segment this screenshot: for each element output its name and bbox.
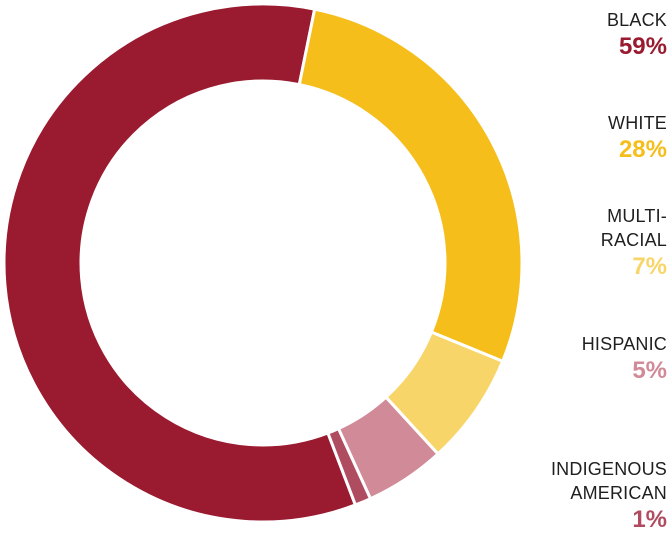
legend-item-indigenous-american: INDIGENOUS AMERICAN 1%	[467, 457, 667, 535]
legend-value-indigenous-american: 1%	[632, 506, 667, 533]
legend-item-white: WHITE 28%	[467, 111, 667, 165]
legend-item-hispanic: HISPANIC 5%	[467, 332, 667, 386]
legend-label-hispanic: HISPANIC	[581, 334, 667, 354]
donut-slice-white	[297, 7, 524, 364]
legend-value-black: 59%	[618, 33, 667, 60]
legend-item-black: BLACK 59%	[467, 8, 667, 62]
legend-value-hispanic: 5%	[632, 357, 667, 384]
legend-label-black: BLACK	[606, 10, 667, 30]
legend-value-white: 28%	[618, 136, 667, 163]
legend-label-multiracial: MULTI- RACIAL	[600, 206, 667, 250]
donut-slice-indigenous-american	[325, 426, 373, 507]
legend-item-multiracial: MULTI- RACIAL 7%	[467, 204, 667, 282]
legend-label-white: WHITE	[608, 113, 667, 133]
donut-slices	[2, 2, 524, 524]
legend-label-indigenous-american: INDIGENOUS AMERICAN	[550, 459, 667, 503]
donut-slice-black	[2, 2, 358, 524]
legend-value-multiracial: 7%	[632, 253, 667, 280]
